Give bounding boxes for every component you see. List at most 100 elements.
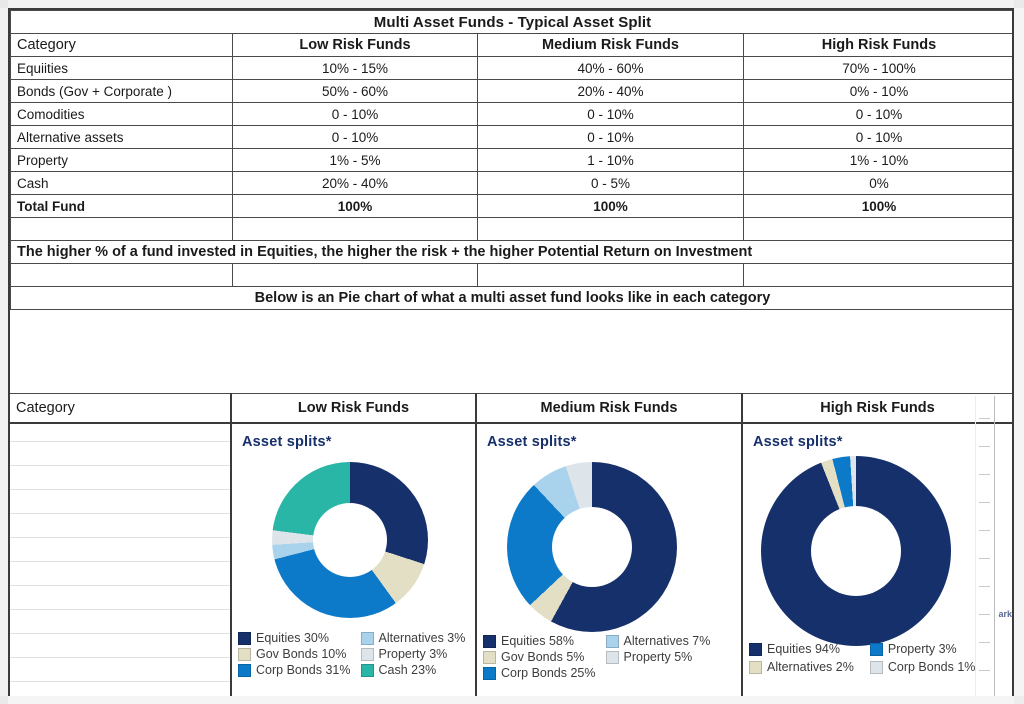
- chart-header-high-risk: High Risk Funds: [743, 393, 1012, 424]
- cell-medium: 0 - 10%: [477, 102, 744, 126]
- spacer-row: [10, 263, 1012, 287]
- legend-label: Corp Bonds 31%: [256, 663, 351, 677]
- cell-high: 0 - 10%: [743, 102, 1012, 126]
- legend-item: Equities 58%: [483, 634, 596, 648]
- legend-swatch-cash: [360, 663, 374, 677]
- legend-swatch-corp-bonds: [483, 666, 496, 680]
- cell-category: Property: [10, 148, 233, 172]
- cell-medium: 0 - 10%: [477, 125, 744, 149]
- worksheet-area: Multi Asset Funds - Typical Asset Split …: [8, 8, 1014, 696]
- table-title: Multi Asset Funds - Typical Asset Split: [10, 10, 1012, 34]
- legend-swatch-equities: [483, 634, 496, 648]
- risk-note-row: The higher % of a fund invested in Equit…: [10, 240, 1012, 264]
- cell-low: 0 - 10%: [232, 125, 478, 149]
- table-row: Bonds (Gov + Corporate ) 50% - 60% 20% -…: [10, 79, 1012, 103]
- cell-high: 0 - 10%: [743, 125, 1012, 149]
- chart-band: Category Low Risk Funds Asset splits*: [10, 393, 1012, 696]
- legend-swatch-corp-bonds: [869, 660, 883, 674]
- cell-total-high: 100%: [743, 194, 1012, 218]
- asset-split-table: Multi Asset Funds - Typical Asset Split …: [10, 10, 1012, 310]
- spacer-cell: [232, 263, 478, 287]
- legend-swatch-gov-bonds: [238, 647, 251, 661]
- legend-label: Equities 30%: [256, 631, 329, 645]
- below-note-row: Below is an Pie chart of what a multi as…: [10, 286, 1012, 310]
- chart-legend-low-risk: Equities 30% Alternatives 3% Gov Bonds 1…: [238, 631, 465, 677]
- table-row: Equiities 10% - 15% 40% - 60% 70% - 100%: [10, 56, 1012, 80]
- legend-item: Cash 23%: [360, 663, 466, 677]
- legend-label: Corp Bonds 1%: [887, 660, 976, 674]
- cell-category: Equiities: [10, 56, 233, 80]
- header-low-risk: Low Risk Funds: [232, 33, 478, 57]
- legend-item: Alternatives 3%: [360, 631, 466, 645]
- donut-chart-medium-risk: [507, 462, 677, 632]
- donut-hole: [811, 506, 901, 596]
- spacer-cell: [477, 263, 744, 287]
- legend-swatch-property: [605, 650, 619, 664]
- spacer-cell: [477, 217, 744, 241]
- artifact-text-fragment: ark: [998, 609, 1012, 619]
- legend-swatch-alternatives: [360, 631, 374, 645]
- legend-label: Alternatives 7%: [623, 634, 711, 648]
- legend-item-empty: [606, 666, 711, 680]
- chart-panel-medium-risk: Medium Risk Funds Asset splits* Equities…: [477, 393, 743, 696]
- cell-category: Cash: [10, 171, 233, 195]
- legend-label: Alternatives 3%: [378, 631, 466, 645]
- cell-medium: 0 - 5%: [477, 171, 744, 195]
- legend-item: Gov Bonds 10%: [238, 647, 351, 661]
- artifact-axis-line: [994, 396, 995, 696]
- legend-item: Corp Bonds 31%: [238, 663, 351, 677]
- cell-category: Alternative assets: [10, 125, 233, 149]
- cell-total-low: 100%: [232, 194, 478, 218]
- legend-label: Alternatives 2%: [767, 660, 854, 674]
- cell-low: 10% - 15%: [232, 56, 478, 80]
- spacer-row: [10, 217, 1012, 241]
- legend-item: Gov Bonds 5%: [483, 650, 596, 664]
- legend-label: Gov Bonds 5%: [501, 650, 585, 664]
- legend-swatch-alternatives: [749, 660, 762, 674]
- legend-label: Cash 23%: [378, 663, 437, 677]
- table-total-row: Total Fund 100% 100% 100%: [10, 194, 1012, 218]
- chart-title-high: Asset splits*: [753, 434, 843, 450]
- cell-total-label: Total Fund: [10, 194, 233, 218]
- risk-note-text: The higher % of a fund invested in Equit…: [10, 240, 1012, 264]
- chart-category-column: Category: [10, 393, 232, 696]
- legend-label: Equities 94%: [767, 642, 840, 656]
- legend-swatch-property: [869, 642, 883, 656]
- cell-medium: 40% - 60%: [477, 56, 744, 80]
- cell-category: Bonds (Gov + Corporate ): [10, 79, 233, 103]
- legend-label: Gov Bonds 10%: [256, 647, 347, 661]
- row-gridlines: [10, 424, 230, 696]
- header-medium-risk: Medium Risk Funds: [477, 33, 744, 57]
- cell-high: 0%: [743, 171, 1012, 195]
- legend-label: Property 3%: [378, 647, 448, 661]
- legend-swatch-property: [360, 647, 374, 661]
- legend-swatch-alternatives: [605, 634, 619, 648]
- table-row: Comodities 0 - 10% 0 - 10% 0 - 10%: [10, 102, 1012, 126]
- chart-header-category: Category: [10, 393, 230, 424]
- table-row: Alternative assets 0 - 10% 0 - 10% 0 - 1…: [10, 125, 1012, 149]
- below-note-text: Below is an Pie chart of what a multi as…: [10, 286, 1012, 310]
- chart-title-low: Asset splits*: [242, 434, 332, 450]
- cell-total-medium: 100%: [477, 194, 744, 218]
- legend-swatch-equities: [238, 631, 251, 645]
- cell-medium: 20% - 40%: [477, 79, 744, 103]
- table-row: Cash 20% - 40% 0 - 5% 0%: [10, 171, 1012, 195]
- legend-label: Property 5%: [623, 650, 693, 664]
- legend-swatch-equities: [749, 642, 762, 656]
- spacer-cell: [232, 217, 478, 241]
- legend-item: Corp Bonds 1%: [869, 660, 976, 674]
- cell-high: 70% - 100%: [743, 56, 1012, 80]
- donut-hole: [552, 507, 632, 587]
- chart-header-low-risk: Low Risk Funds: [232, 393, 475, 424]
- cell-high: 1% - 10%: [743, 148, 1012, 172]
- legend-item: Property 5%: [605, 650, 711, 664]
- legend-label: Property 3%: [887, 642, 957, 656]
- chart-body-medium-risk: Asset splits* Equities 58% Alternatives …: [477, 424, 741, 696]
- legend-swatch-gov-bonds: [483, 650, 496, 664]
- header-category: Category: [10, 33, 233, 57]
- cell-high: 0% - 10%: [743, 79, 1012, 103]
- legend-item: Corp Bonds 25%: [483, 666, 596, 680]
- legend-label: Corp Bonds 25%: [501, 666, 596, 680]
- header-high-risk: High Risk Funds: [743, 33, 1012, 57]
